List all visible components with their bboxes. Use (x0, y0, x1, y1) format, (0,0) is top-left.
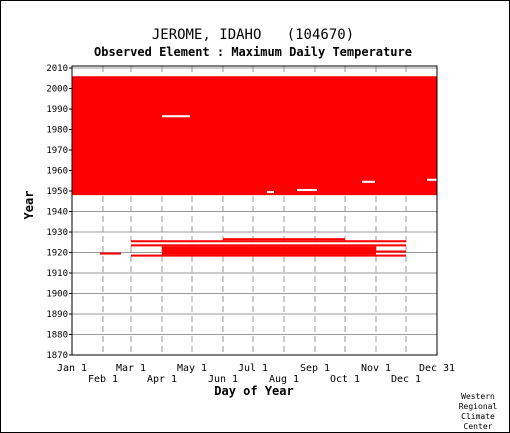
data-coverage-block (131, 240, 406, 243)
x-tick-label: Jun 1 (208, 374, 238, 385)
x-tick-label: Dec 1 (391, 374, 421, 385)
data-coverage-block (72, 76, 437, 196)
y-tick-label: 2010 (46, 64, 68, 74)
y-tick-label: 1930 (46, 228, 68, 238)
credit-line: Western (461, 392, 495, 401)
x-tick-label: Feb 1 (88, 374, 118, 385)
plot-area: 2010 2000 1990 1980 1970 1960 1950 1940 1930 1920… (46, 64, 455, 385)
x-tick-label: Mar 1 (116, 363, 146, 374)
credit-line: Center (464, 422, 493, 431)
x-tick-label: Nov 1 (361, 363, 391, 374)
credit-line: Climate (461, 412, 495, 421)
y-tick-label: 1970 (46, 146, 68, 156)
y-tick-label: 1920 (46, 249, 68, 259)
data-coverage-block (376, 250, 406, 253)
x-tick-label: Oct 1 (330, 374, 360, 385)
y-tick-label: 1940 (46, 208, 68, 218)
y-tick-label: 1910 (46, 269, 68, 279)
y-tick-label: 1980 (46, 126, 68, 136)
x-tick-label: Dec 31 (419, 363, 455, 374)
chart-title: JEROME, IDAHO (104670) (152, 27, 354, 43)
data-coverage-block (100, 252, 121, 255)
data-gap (267, 191, 274, 194)
x-tick-label: May 1 (177, 363, 207, 374)
y-tick-label: 1870 (46, 351, 68, 361)
data-gap (162, 115, 190, 118)
chart-subtitle: Observed Element : Maximum Daily Tempera… (94, 45, 412, 59)
data-gap (362, 180, 375, 183)
x-tick-label: Jul 1 (238, 363, 268, 374)
y-tick-label: 1990 (46, 105, 68, 115)
y-tick-label: 1950 (46, 187, 68, 197)
y-tick-label: 2000 (46, 85, 68, 95)
credit-line: Regional (459, 402, 498, 411)
data-coverage-block (223, 238, 345, 241)
y-axis-label: Year (22, 191, 36, 220)
x-tick-label: Aug 1 (269, 374, 299, 385)
x-tick-label: Apr 1 (147, 374, 177, 385)
data-coverage-block (131, 244, 406, 247)
y-tick-label: 1880 (46, 331, 68, 341)
data-coverage-block (131, 254, 406, 257)
plot-border (71, 65, 438, 356)
y-tick-label: 1890 (46, 310, 68, 320)
data-gap (427, 178, 437, 181)
y-tick-label: 1960 (46, 167, 68, 177)
data-gap (297, 188, 317, 192)
x-axis-label: Day of Year (214, 384, 293, 398)
x-tick-label: Jan 1 (57, 363, 87, 374)
x-tick-label: Sep 1 (300, 363, 330, 374)
y-tick-label: 1900 (46, 290, 68, 300)
data-coverage-block (162, 246, 376, 255)
